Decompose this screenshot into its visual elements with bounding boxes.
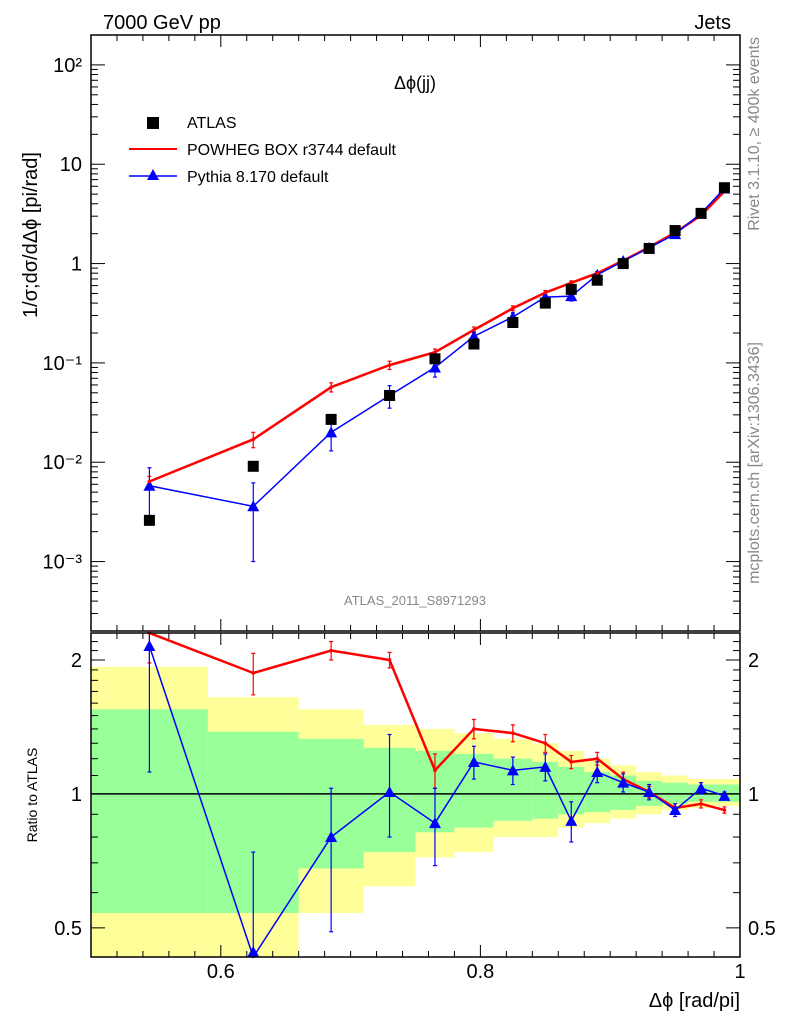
ratio-y-tick-label-right: 1 bbox=[748, 784, 759, 806]
ratio-y-tick-label-right: 2 bbox=[748, 650, 759, 672]
ratio-pythia-point bbox=[643, 786, 656, 798]
powheg-point bbox=[543, 290, 548, 295]
ratio-powheg-point bbox=[511, 731, 515, 735]
ratio-pythia-point bbox=[695, 782, 708, 794]
ratio-powheg-point bbox=[251, 671, 256, 675]
powheg-point bbox=[329, 385, 333, 389]
atlas-point bbox=[643, 242, 655, 254]
ratio-powheg-point bbox=[595, 756, 600, 761]
ratio-powheg-point bbox=[329, 648, 333, 653]
powheg-line bbox=[148, 190, 726, 483]
powheg-point bbox=[511, 306, 515, 311]
atlas-point bbox=[468, 338, 480, 350]
atlas-point bbox=[669, 225, 681, 237]
ratio-y-tick-label: 2 bbox=[71, 650, 82, 672]
powheg-point bbox=[569, 281, 574, 285]
legend-atlas-label: ATLAS bbox=[187, 115, 237, 132]
powheg-point bbox=[147, 479, 152, 484]
plot-title: Δϕ(jj) bbox=[394, 73, 436, 93]
ratio-powheg-point bbox=[433, 768, 437, 773]
pythia-point bbox=[247, 500, 260, 512]
ratio-y-axis-label: Ratio to ATLAS bbox=[24, 748, 40, 843]
x-axis-label: Δϕ [rad/pi] bbox=[649, 990, 740, 1012]
powheg-point bbox=[472, 328, 476, 332]
ratio-pythia-point bbox=[565, 814, 578, 826]
ratio-axes: 0.6 0.8 10.5 0.51 12 2 bbox=[54, 633, 776, 983]
ratio-pythia-point bbox=[539, 760, 552, 772]
pythia-point bbox=[325, 426, 338, 438]
mcplots-reference-label: mcplots.cern.ch [arXiv:1306.3436] bbox=[746, 342, 763, 584]
pythia-point bbox=[565, 290, 578, 302]
atlas-point bbox=[143, 514, 155, 526]
ratio-pythia-point bbox=[383, 786, 396, 798]
ratio-pythia-point bbox=[247, 946, 260, 957]
powheg-point bbox=[433, 350, 437, 355]
analysis-id-label: ATLAS_2011_S8971293 bbox=[344, 593, 486, 608]
x-tick-label: 0.8 bbox=[466, 961, 494, 983]
atlas-point bbox=[617, 258, 629, 270]
pythia-point bbox=[428, 361, 441, 373]
ratio-powheg-point bbox=[543, 741, 548, 746]
y-axis-label: 1/σ;dσ/dΔϕ [pi/rad] bbox=[20, 152, 42, 318]
header-right-label: Jets bbox=[694, 12, 731, 34]
legend-pythia-label: Pythia 8.170 default bbox=[187, 169, 329, 186]
main-distribution-marks bbox=[143, 182, 731, 563]
ratio-y-tick-label: 1 bbox=[71, 784, 82, 806]
legend: ATLAS POWHEG BOX r3744 default Pythia 8.… bbox=[129, 115, 397, 186]
ratio-powheg-point bbox=[569, 760, 574, 764]
atlas-point bbox=[718, 182, 730, 194]
ratio-pythia-point bbox=[143, 640, 156, 652]
y-tick-label: 10⁻³ bbox=[43, 552, 83, 574]
ratio-powheg-point bbox=[722, 808, 727, 812]
atlas-point bbox=[429, 353, 441, 365]
ratio-powheg-point bbox=[472, 727, 476, 731]
ratio-pythia-point bbox=[467, 755, 480, 767]
ratio-marks bbox=[91, 631, 740, 959]
ratio-pythia-point bbox=[428, 817, 441, 829]
ratio-pythia-point bbox=[325, 831, 338, 843]
legend-powheg-label: POWHEG BOX r3744 default bbox=[187, 142, 397, 159]
ratio-pythia-point bbox=[617, 776, 630, 788]
ratio-pythia-point bbox=[506, 764, 519, 776]
atlas-point bbox=[384, 389, 396, 401]
main-axes: 10⁻³ 10⁻² 10⁻¹ 1 10 10² bbox=[43, 34, 741, 632]
atlas-point bbox=[565, 283, 577, 295]
y-tick-label: 10 bbox=[60, 154, 82, 176]
ratio-y-tick-label: 0.5 bbox=[54, 918, 82, 940]
atlas-point bbox=[507, 317, 519, 329]
y-tick-label: 10² bbox=[53, 55, 82, 77]
x-tick-label: 0.6 bbox=[207, 961, 235, 983]
atlas-point bbox=[247, 460, 259, 472]
powheg-point bbox=[387, 363, 392, 367]
ratio-pythia-point bbox=[718, 789, 731, 801]
header-left-label: 7000 GeV pp bbox=[103, 12, 221, 34]
rivet-version-label: Rivet 3.1.10, ≥ 400k events bbox=[746, 37, 763, 231]
pythia-line bbox=[149, 187, 725, 508]
powheg-point bbox=[595, 271, 600, 275]
legend-atlas-marker bbox=[147, 117, 159, 129]
pythia-point bbox=[143, 479, 156, 491]
ratio-pythia-point bbox=[591, 766, 604, 778]
main-distribution-panel: 10⁻³ 10⁻² 10⁻¹ 1 10 10² Δϕ(jj) 1/σ;dσ/dΔϕ [pi… bbox=[20, 34, 741, 632]
y-tick-label: 10⁻¹ bbox=[43, 353, 83, 375]
y-tick-label: 10⁻² bbox=[43, 452, 83, 474]
ratio-pythia-point bbox=[669, 804, 682, 816]
atlas-point bbox=[325, 413, 337, 425]
ratio-panel: 0.6 0.8 10.5 0.51 12 2 Ratio to ATLAS Δϕ [rad… bbox=[24, 631, 776, 1012]
atlas-point bbox=[695, 207, 707, 219]
ratio-powheg-point bbox=[699, 802, 703, 806]
powheg-point bbox=[251, 437, 256, 442]
atlas-point bbox=[591, 274, 603, 286]
legend-pythia-marker bbox=[147, 169, 159, 180]
ratio-plot-frame bbox=[90, 632, 741, 958]
x-tick-label: 1 bbox=[734, 961, 745, 983]
atlas-point bbox=[539, 297, 551, 309]
ratio-y-tick-label-right: 0.5 bbox=[748, 918, 776, 940]
y-tick-label: 1 bbox=[71, 254, 82, 276]
ratio-powheg-point bbox=[387, 658, 392, 662]
